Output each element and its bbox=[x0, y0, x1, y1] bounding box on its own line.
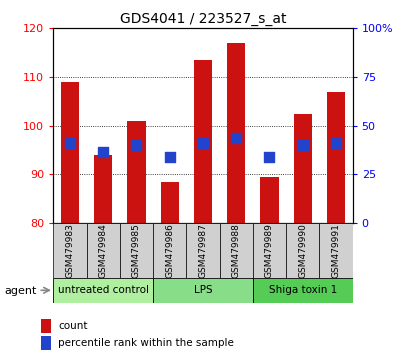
Text: agent: agent bbox=[4, 286, 36, 296]
Text: GSM479988: GSM479988 bbox=[231, 223, 240, 278]
Point bbox=[133, 142, 139, 148]
Bar bbox=[319, 223, 352, 278]
Text: GSM479989: GSM479989 bbox=[264, 223, 273, 278]
Bar bbox=[260, 177, 278, 223]
Bar bbox=[252, 278, 352, 303]
Text: GSM479985: GSM479985 bbox=[132, 223, 141, 278]
Text: count: count bbox=[58, 321, 88, 331]
Point bbox=[265, 154, 272, 160]
Bar bbox=[285, 223, 319, 278]
Text: GSM479991: GSM479991 bbox=[330, 223, 339, 278]
Bar bbox=[293, 114, 311, 223]
Bar bbox=[53, 223, 86, 278]
Bar bbox=[326, 92, 344, 223]
Text: Shiga toxin 1: Shiga toxin 1 bbox=[268, 285, 336, 295]
Text: untreated control: untreated control bbox=[58, 285, 148, 295]
Title: GDS4041 / 223527_s_at: GDS4041 / 223527_s_at bbox=[119, 12, 285, 26]
Bar bbox=[193, 60, 211, 223]
Bar bbox=[119, 223, 153, 278]
Bar bbox=[219, 223, 252, 278]
Text: GSM479987: GSM479987 bbox=[198, 223, 207, 278]
Point bbox=[299, 142, 305, 148]
Text: GSM479984: GSM479984 bbox=[99, 223, 108, 278]
Point bbox=[332, 140, 338, 145]
Text: GSM479990: GSM479990 bbox=[297, 223, 306, 278]
Bar bbox=[160, 182, 178, 223]
Bar bbox=[127, 121, 145, 223]
Text: LPS: LPS bbox=[193, 285, 212, 295]
Text: GSM479983: GSM479983 bbox=[65, 223, 74, 278]
Bar bbox=[153, 278, 252, 303]
Text: GSM479986: GSM479986 bbox=[165, 223, 174, 278]
Bar bbox=[53, 278, 153, 303]
Bar bbox=[61, 82, 79, 223]
Text: percentile rank within the sample: percentile rank within the sample bbox=[58, 338, 234, 348]
Point bbox=[166, 154, 173, 160]
Point bbox=[199, 140, 206, 145]
Bar bbox=[41, 319, 52, 333]
Point bbox=[232, 135, 239, 141]
Point bbox=[67, 140, 73, 145]
Bar bbox=[186, 223, 219, 278]
Bar bbox=[227, 43, 245, 223]
Bar bbox=[86, 223, 119, 278]
Bar bbox=[41, 336, 52, 350]
Point bbox=[100, 150, 106, 155]
Bar bbox=[94, 155, 112, 223]
Bar bbox=[252, 223, 285, 278]
Bar bbox=[153, 223, 186, 278]
